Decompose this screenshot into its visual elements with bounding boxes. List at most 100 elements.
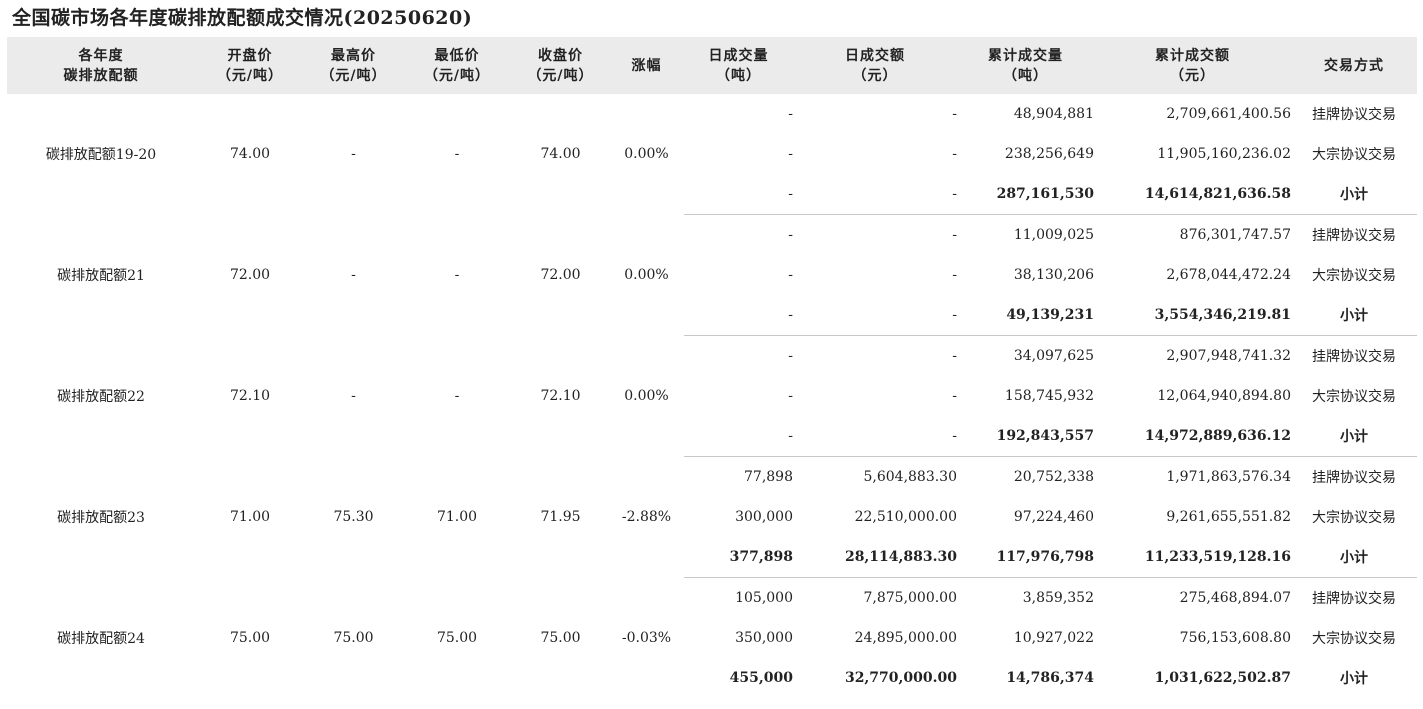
trade-method: 挂牌协议交易 [1312,107,1396,123]
trade-method: 挂牌协议交易 [1312,349,1396,365]
daily-volume: - [788,227,793,243]
trade-method: 小计 [1291,416,1417,457]
price-change: 0.00% [624,146,669,163]
header-daily-volume: 日成交量 （吨） [684,37,793,94]
page-title: 全国碳市场各年度碳排放配额成交情况(20250620) [12,7,473,29]
cumulative-amount: 11,905,160,236.02 [1157,146,1291,162]
cumulative-amount: 14,614,821,636.58 [1094,174,1291,215]
cumulative-volume: 48,904,881 [1013,106,1094,122]
trade-method: 小计 [1340,671,1368,687]
table-row: 350,000 24,895,000.00 10,927,022 756,153… [7,618,1417,658]
daily-volume: - [684,416,793,457]
table-row: 300,000 22,510,000.00 97,224,460 9,261,6… [7,497,1417,537]
cumulative-volume: 117,976,798 [957,537,1094,578]
close-price: 74.00 [540,146,581,163]
daily-amount: 24,895,000.00 [854,630,957,646]
price-change: 0.00% [624,267,669,283]
cumulative-amount: 11,233,519,128.16 [1094,537,1291,578]
price-change: -2.88% [621,509,672,525]
trade-method: 挂牌协议交易 [1312,470,1396,486]
close-price: 75.00 [540,629,581,646]
daily-volume: - [684,295,793,336]
header-change: 涨幅 [609,37,684,94]
subtotal-row: - - 49,139,231 3,554,346,219.81 小计 [7,295,1417,336]
daily-amount: - [952,267,957,283]
open-price: 71.00 [229,509,271,525]
subtotal-row: - - 287,161,530 14,614,821,636.58 小计 [7,174,1417,215]
daily-amount: - [793,416,957,457]
low-price: 71.00 [436,509,478,525]
allowance-name: 碳排放配额24 [57,630,145,647]
subtotal-row: 377,898 28,114,883.30 117,976,798 11,233… [7,537,1417,578]
table-row: 碳排放配额23 71.00 75.30 71.00 71.95 -2.88% 7… [7,457,1417,526]
trade-method: 大宗协议交易 [1312,631,1396,647]
cumulative-volume: 14,786,374 [1006,670,1094,686]
daily-amount: - [952,348,957,364]
daily-volume: - [788,146,793,162]
cumulative-volume: 10,927,022 [1013,630,1094,646]
table-row: 碳排放配额22 72.10 - - 72.10 0.00% - - 34,097… [7,336,1417,405]
open-price: 72.10 [229,388,271,404]
header-daily-amount: 日成交额 （元） [793,37,957,94]
cumulative-amount: 756,153,608.80 [1179,630,1291,646]
trade-method: 挂牌协议交易 [1312,591,1396,607]
close-price: 72.10 [540,388,581,404]
cumulative-volume: 238,256,649 [1004,146,1094,162]
low-price: 75.00 [436,629,478,646]
header-low-price: 最低价 （元/吨） [402,37,512,94]
daily-amount: - [793,174,957,215]
table-row: - - 38,130,206 2,678,044,472.24 大宗协议交易 [7,255,1417,295]
cumulative-amount: 2,907,948,741.32 [1166,348,1291,364]
daily-amount: 22,510,000.00 [854,509,957,525]
high-price: 75.30 [333,509,374,525]
cumulative-amount: 1,031,622,502.87 [1154,670,1291,686]
daily-volume: - [788,388,793,404]
cumulative-amount: 14,972,889,636.12 [1094,416,1291,457]
table-row: - - 238,256,649 11,905,160,236.02 大宗协议交易 [7,134,1417,174]
low-price: - [454,146,460,163]
high-price: 75.00 [333,629,374,646]
header-cumulative-volume: 累计成交量 （吨） [957,37,1094,94]
allowance-name: 碳排放配额21 [57,268,145,284]
trade-method: 小计 [1291,174,1417,215]
table-row: 碳排放配额19-20 74.00 - - 74.00 0.00% - - 48,… [7,94,1417,163]
cumulative-volume: 158,745,932 [1004,388,1094,404]
cumulative-volume: 20,752,338 [1013,469,1094,485]
table-header: 各年度 碳排放配额 开盘价 （元/吨） 最高价 （元/吨） 最低价 （元/吨） 收盘价（… [7,37,1417,94]
daily-amount: 28,114,883.30 [793,537,957,578]
cumulative-volume: 49,139,231 [957,295,1094,336]
high-price: - [351,388,356,404]
header-close-price: 收盘价 （元/吨） [512,37,609,94]
cumulative-volume: 3,859,352 [1022,590,1094,606]
high-price: - [351,146,356,163]
header-high-price: 最高价 （元/吨） [305,37,402,94]
daily-volume: 455,000 [729,670,793,686]
allowance-name: 碳排放配额19-20 [45,147,157,164]
cumulative-amount: 9,261,655,551.82 [1166,509,1291,525]
allowance-name: 碳排放配额22 [57,389,145,405]
header-open-price: 开盘价 （元/吨） [195,37,305,94]
price-change: -0.03% [621,629,672,646]
daily-amount: - [952,106,957,122]
close-price: 72.00 [540,267,581,283]
table-row: 碳排放配额24 75.00 75.00 75.00 75.00 -0.03% 1… [7,578,1417,647]
table-body: 碳排放配额19-20 74.00 - - 74.00 0.00% - - 48,… [7,94,1417,698]
cumulative-amount: 275,468,894.07 [1179,590,1291,606]
trade-method: 小计 [1291,537,1417,578]
trade-method: 大宗协议交易 [1312,510,1396,526]
trade-method: 大宗协议交易 [1312,268,1396,284]
daily-amount: - [952,227,957,243]
open-price: 74.00 [229,146,271,163]
low-price: - [454,388,460,404]
cumulative-volume: 287,161,530 [957,174,1094,215]
low-price: - [454,267,460,283]
subtotal-row: - - 192,843,557 14,972,889,636.12 小计 [7,416,1417,457]
price-change: 0.00% [624,388,669,404]
trade-method: 挂牌协议交易 [1312,228,1396,244]
daily-volume: - [788,106,793,122]
daily-volume: 350,000 [735,630,793,646]
header-cumulative-amount: 累计成交额 （元） [1094,37,1291,94]
daily-amount: - [952,388,957,404]
cumulative-volume: 11,009,025 [1013,227,1094,243]
close-price: 71.95 [540,509,581,525]
